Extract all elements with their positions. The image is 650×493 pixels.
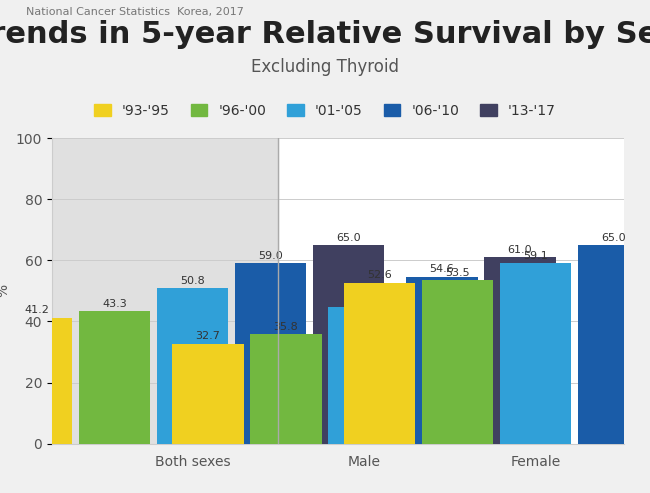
Text: 59.0: 59.0 <box>258 251 283 261</box>
Bar <box>578 245 649 444</box>
Bar <box>1 318 72 444</box>
Bar <box>500 263 571 444</box>
Bar <box>52 138 278 444</box>
Bar <box>313 245 384 444</box>
Bar <box>422 280 493 444</box>
Text: National Cancer Statistics  Korea, 2017: National Cancer Statistics Korea, 2017 <box>26 7 244 17</box>
Text: Trends in 5-year Relative Survival by Sex: Trends in 5-year Relative Survival by Se… <box>0 20 650 49</box>
Text: 65.0: 65.0 <box>336 233 361 243</box>
Y-axis label: %: % <box>0 284 10 297</box>
Bar <box>344 283 415 444</box>
Text: 41.2: 41.2 <box>24 305 49 316</box>
Bar <box>235 263 306 444</box>
Bar <box>328 307 400 444</box>
Text: 44.7: 44.7 <box>352 295 376 305</box>
Text: 43.3: 43.3 <box>102 299 127 309</box>
Bar <box>484 257 556 444</box>
Bar <box>79 312 150 444</box>
Text: 50.8: 50.8 <box>180 276 205 286</box>
Text: 35.8: 35.8 <box>274 322 298 332</box>
Text: 61.0: 61.0 <box>508 245 532 255</box>
Bar <box>157 288 228 444</box>
Text: 53.5: 53.5 <box>445 268 470 278</box>
Bar <box>250 334 322 444</box>
Text: 32.7: 32.7 <box>196 331 220 341</box>
Bar <box>172 344 244 444</box>
Legend: '93-'95, '96-'00, '01-'05, '06-'10, '13-'17: '93-'95, '96-'00, '01-'05, '06-'10, '13-… <box>88 98 562 123</box>
Bar <box>406 277 478 444</box>
Text: 65.0: 65.0 <box>601 233 626 243</box>
Text: Excluding Thyroid: Excluding Thyroid <box>251 58 399 75</box>
Text: 54.6: 54.6 <box>430 264 454 275</box>
Text: 59.1: 59.1 <box>523 250 548 261</box>
Text: 52.6: 52.6 <box>367 271 392 281</box>
